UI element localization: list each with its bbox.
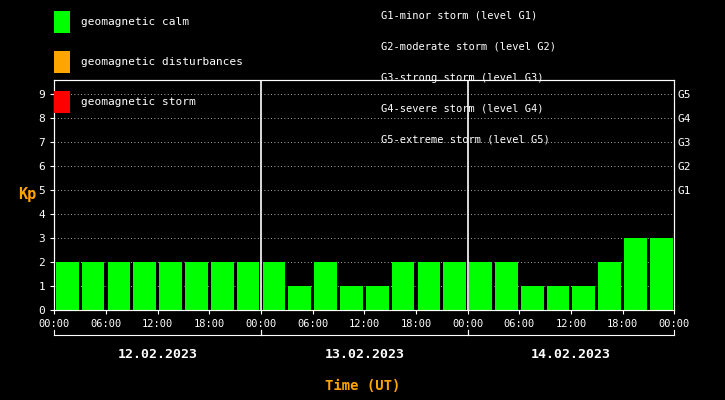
Bar (469, 262, 492, 310)
Bar (314, 262, 337, 310)
Bar (650, 238, 673, 310)
Bar (444, 262, 466, 310)
Bar (392, 262, 415, 310)
Bar (289, 286, 311, 310)
Bar (211, 262, 233, 310)
Bar (56, 262, 78, 310)
Bar (340, 286, 362, 310)
Text: Time (UT): Time (UT) (325, 379, 400, 393)
Bar (133, 262, 156, 310)
Bar (185, 262, 208, 310)
Text: geomagnetic storm: geomagnetic storm (81, 97, 196, 107)
Text: G4-severe storm (level G4): G4-severe storm (level G4) (381, 104, 543, 114)
Text: G3-strong storm (level G3): G3-strong storm (level G3) (381, 73, 543, 83)
Text: G2-moderate storm (level G2): G2-moderate storm (level G2) (381, 42, 555, 52)
Bar (547, 286, 569, 310)
Bar (366, 286, 389, 310)
Bar (262, 262, 285, 310)
Bar (573, 286, 595, 310)
Text: geomagnetic calm: geomagnetic calm (81, 17, 189, 27)
Text: 14.02.2023: 14.02.2023 (531, 348, 611, 360)
Text: 13.02.2023: 13.02.2023 (324, 348, 405, 360)
Bar (160, 262, 182, 310)
Y-axis label: Kp: Kp (18, 188, 36, 202)
Bar (237, 262, 260, 310)
Text: G5-extreme storm (level G5): G5-extreme storm (level G5) (381, 134, 550, 144)
Text: 12.02.2023: 12.02.2023 (117, 348, 198, 360)
Bar (82, 262, 104, 310)
Bar (495, 262, 518, 310)
Bar (521, 286, 544, 310)
Bar (107, 262, 130, 310)
Bar (598, 262, 621, 310)
Text: G1-minor storm (level G1): G1-minor storm (level G1) (381, 11, 537, 21)
Text: geomagnetic disturbances: geomagnetic disturbances (81, 57, 243, 67)
Bar (624, 238, 647, 310)
Bar (418, 262, 440, 310)
